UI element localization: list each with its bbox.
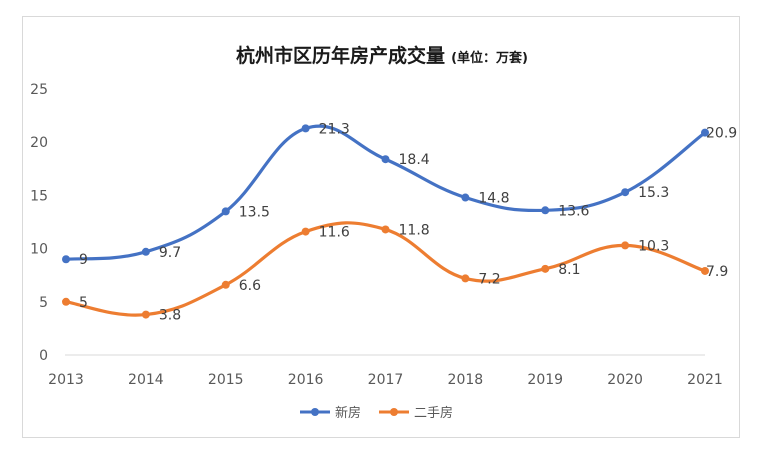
data-label: 14.8 — [478, 191, 509, 207]
data-label: 7.2 — [478, 271, 500, 287]
data-point — [621, 188, 630, 197]
data-point — [461, 193, 470, 202]
x-tick-label: 2018 — [448, 372, 484, 388]
x-tick-label: 2016 — [288, 372, 324, 388]
data-label: 11.6 — [319, 225, 350, 241]
data-point — [141, 310, 150, 319]
data-label: 13.5 — [239, 204, 270, 220]
data-point — [541, 206, 550, 215]
data-label: 15.3 — [638, 185, 669, 201]
data-label: 8.1 — [558, 262, 580, 278]
chart-title: 杭州市区历年房产成交量 (单位：万套) — [236, 44, 528, 67]
chart-subtitle-text: (单位：万套) — [451, 50, 528, 66]
x-tick-label: 2019 — [527, 372, 563, 388]
data-point — [701, 128, 709, 137]
data-point — [461, 274, 470, 283]
data-label: 6.6 — [239, 278, 261, 294]
data-point — [62, 255, 70, 264]
x-tick-label: 2017 — [368, 372, 404, 388]
data-point — [301, 124, 310, 133]
legend-item: 新房 — [300, 405, 361, 421]
data-point — [221, 207, 230, 216]
data-label: 3.8 — [159, 308, 181, 324]
data-point — [621, 241, 630, 250]
series-line — [64, 221, 707, 317]
series-line — [64, 124, 707, 261]
x-tick-label: 2014 — [128, 372, 164, 388]
chart-title-text: 杭州市区历年房产成交量 — [236, 44, 445, 67]
y-tick-label: 20 — [30, 135, 48, 151]
data-point — [62, 297, 70, 306]
data-label: 13.6 — [558, 203, 589, 219]
legend-item: 二手房 — [379, 405, 453, 421]
data-point — [141, 247, 150, 256]
data-label: 18.4 — [399, 152, 430, 168]
data-point — [541, 264, 550, 273]
data-point — [381, 155, 390, 164]
data-label: 11.8 — [399, 222, 430, 238]
y-tick-label: 10 — [30, 242, 48, 258]
series-2: 5 3.8 6.6 11.6 11.8 7.2 8.1 10.3 7.9 — [62, 221, 728, 324]
data-point — [381, 225, 390, 234]
data-label: 21.3 — [319, 121, 350, 137]
data-point — [301, 227, 310, 236]
x-tick-label: 2013 — [48, 372, 84, 388]
legend-swatch-marker — [390, 408, 398, 416]
data-label: 9 — [79, 252, 88, 268]
x-axis-ticks: 2013 2014 2015 2016 2017 2018 2019 2020 2021 — [48, 372, 723, 388]
series-1: 9 9.7 13.5 21.3 18.4 14.8 13.6 15.3 20.9 — [62, 121, 737, 268]
x-tick-label: 2020 — [607, 372, 643, 388]
data-label: 9.7 — [159, 245, 181, 261]
y-tick-label: 25 — [30, 82, 48, 98]
x-tick-label: 2021 — [687, 372, 723, 388]
data-point — [221, 280, 230, 289]
data-point — [701, 266, 709, 275]
y-tick-label: 0 — [39, 348, 48, 364]
y-tick-label: 15 — [30, 188, 48, 204]
y-tick-label: 5 — [39, 295, 48, 311]
data-label: 20.9 — [706, 126, 737, 142]
data-label: 7.9 — [706, 264, 728, 280]
legend: 新房 二手房 — [300, 405, 453, 421]
y-axis-ticks: 0 5 10 15 20 25 — [30, 82, 48, 364]
legend-swatch-marker — [311, 408, 319, 416]
legend-label: 二手房 — [414, 405, 453, 421]
series-layer: 9 9.7 13.5 21.3 18.4 14.8 13.6 15.3 20.9 5 3.8 6.6 1… — [62, 121, 737, 324]
data-label: 5 — [79, 295, 88, 311]
data-label: 10.3 — [638, 238, 669, 254]
legend-label: 新房 — [335, 405, 361, 421]
x-tick-label: 2015 — [208, 372, 244, 388]
